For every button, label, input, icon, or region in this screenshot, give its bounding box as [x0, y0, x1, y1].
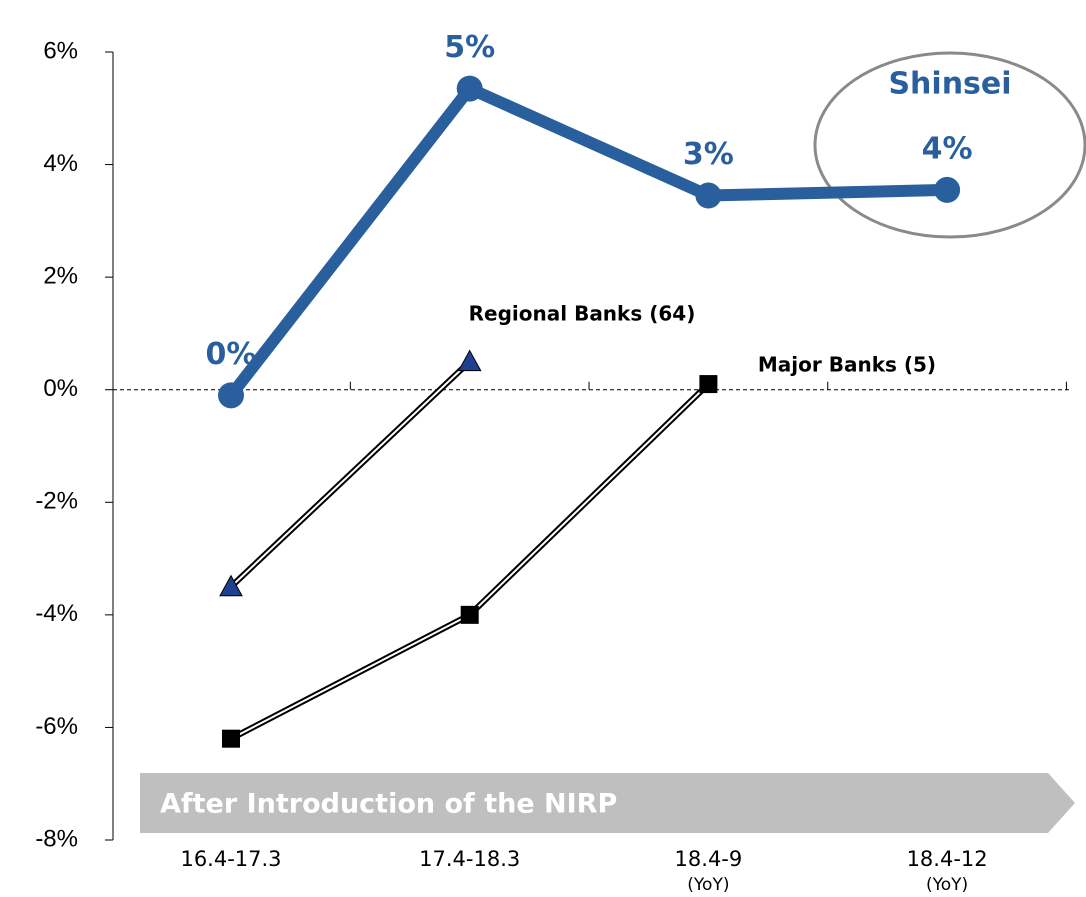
series-name: Shinsei: [888, 67, 1011, 102]
highlight-ellipse: [813, 51, 1086, 239]
x-tick-label: 17.4-18.3: [419, 847, 520, 871]
series-line-inner: [230, 360, 471, 588]
series-name: Regional Banks (64): [469, 302, 696, 326]
point: [456, 75, 483, 102]
point: [699, 375, 718, 394]
point: [457, 349, 482, 372]
x-tick-label: 16.4-17.3: [180, 847, 281, 871]
y-tick-label: 0%: [43, 375, 78, 402]
point: [222, 729, 240, 748]
x-tick-label: 18.4-9: [675, 847, 743, 871]
point: [934, 176, 961, 203]
data-label: 5%: [444, 30, 495, 65]
series-name: Major Banks (5): [758, 353, 936, 377]
point: [695, 182, 722, 209]
x-tick-note: (YoY): [687, 875, 729, 895]
data-label: 0%: [206, 337, 257, 372]
y-tick-label: 6%: [43, 37, 78, 64]
x-tick-note: (YoY): [926, 875, 968, 895]
banner-arrow: [140, 773, 1075, 833]
y-tick-label: 4%: [43, 150, 78, 177]
y-tick-label: -8%: [35, 825, 78, 852]
y-tick-label: 2%: [43, 262, 78, 289]
banner-text: After Introduction of the NIRP: [160, 789, 617, 820]
point: [219, 574, 243, 597]
y-tick-label: -6%: [35, 713, 78, 740]
series-line: [229, 381, 711, 742]
point: [460, 605, 479, 624]
data-label: 4%: [922, 131, 973, 166]
y-tick-label: -2%: [35, 488, 78, 515]
x-tick-label: 18.4-12: [907, 847, 988, 871]
y-tick-label: -4%: [35, 600, 78, 627]
point: [218, 382, 244, 409]
series-line: [226, 82, 948, 400]
series-line-inner: [230, 383, 710, 740]
data-label: 3%: [683, 137, 734, 172]
